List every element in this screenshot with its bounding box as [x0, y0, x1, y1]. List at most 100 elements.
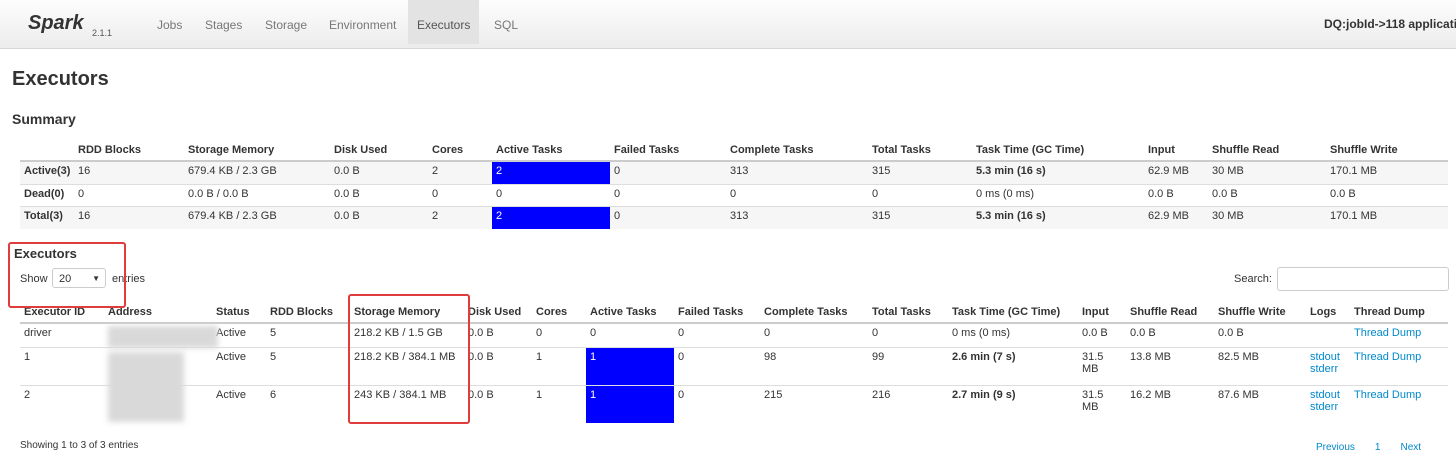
column-header[interactable]: RDD Blocks — [74, 140, 184, 162]
page-link[interactable]: 1 — [1374, 442, 1381, 453]
cell: 0.0 B — [1214, 322, 1306, 347]
column-header[interactable]: Active Tasks — [492, 140, 610, 162]
column-header[interactable]: Logs — [1306, 302, 1350, 324]
thread-dump-link[interactable]: Thread Dump — [1354, 350, 1422, 363]
column-header[interactable]: Disk Used — [464, 302, 532, 324]
nav-tab[interactable]: Storage — [265, 18, 308, 32]
cell: Active(3) — [20, 160, 74, 184]
redacted — [108, 326, 218, 348]
log-link[interactable]: stderr — [1310, 362, 1339, 375]
summary-table: RDD Blocks Storage Memory Disk Used Cores Ac… — [20, 140, 1448, 229]
cell: 2 — [428, 160, 492, 184]
navbar: Spark 2.1.1 Jobs Stages Storage Environment… — [0, 0, 1456, 49]
cell: 679.4 KB / 2.3 GB — [184, 160, 330, 184]
cell: 0.0 B — [330, 205, 428, 229]
cell: 313 — [726, 205, 868, 229]
cell: 5.3 min (16 s) — [972, 160, 1144, 184]
cell: 0.0 B — [1326, 183, 1448, 206]
cell: 30 MB — [1208, 160, 1326, 184]
column-header[interactable]: Shuffle Write — [1214, 302, 1306, 324]
cell: 13.8 MB — [1126, 346, 1214, 385]
column-header[interactable]: Failed Tasks — [674, 302, 760, 324]
column-header[interactable]: Total Tasks — [868, 140, 972, 162]
row: Total(3) 16 679.4 KB / 2.3 GB 0.0 B 2 2 0 313 31… — [20, 205, 1448, 229]
column-header[interactable]: Active Tasks — [586, 302, 674, 324]
log-link[interactable]: stderr — [1310, 400, 1339, 413]
thread-dump-link[interactable]: Thread Dump — [1354, 327, 1422, 339]
cell: 0.0 B — [1078, 322, 1126, 347]
nav-tab[interactable]: Stages — [205, 18, 243, 32]
app-title: DQ:jobId->118 applicatio — [1324, 17, 1456, 31]
cell: Active — [212, 346, 266, 385]
page-title: Executors — [12, 68, 109, 90]
cell: Thread Dump — [1350, 322, 1448, 347]
cell: Active — [212, 384, 266, 423]
cell: 170.1 MB — [1326, 160, 1448, 184]
cell: 16.2 MB — [1126, 384, 1214, 423]
cell: 0.0 B — [464, 322, 532, 347]
cell: 82.5 MB — [1214, 346, 1306, 385]
cell: driver — [20, 322, 104, 347]
cell: 0 — [532, 322, 586, 347]
cell: 5 — [266, 322, 350, 347]
column-header[interactable]: Failed Tasks — [610, 140, 726, 162]
page-link[interactable]: Previous — [1316, 442, 1355, 453]
column-header[interactable]: Thread Dump — [1350, 302, 1448, 324]
redacted — [108, 352, 184, 422]
nav-tab[interactable]: Environment — [329, 18, 397, 32]
cell: 2 — [492, 205, 610, 229]
footer: Showing 1 to 3 of 3 entries — [20, 440, 139, 451]
column-header[interactable]: Task Time (GC Time) — [972, 140, 1144, 162]
column-header[interactable]: Storage Memory — [184, 140, 330, 162]
column-header[interactable]: Complete Tasks — [726, 140, 868, 162]
row: Active(3) 16 679.4 KB / 2.3 GB 0.0 B 2 2 0 313 3… — [20, 160, 1448, 184]
cell: 679.4 KB / 2.3 GB — [184, 205, 330, 229]
column-header[interactable]: Shuffle Read — [1126, 302, 1214, 324]
cell: 215 — [760, 384, 868, 423]
page-size-select[interactable]: 20 ▼ — [52, 268, 106, 288]
cell: 0 — [492, 183, 610, 206]
show-label: Show — [20, 273, 48, 285]
nav-tab[interactable]: SQL — [494, 18, 519, 32]
page-size: 20 — [59, 273, 72, 285]
page-link[interactable]: Next — [1400, 442, 1422, 453]
log-link[interactable]: stdout — [1310, 350, 1340, 363]
cell: 0 — [610, 160, 726, 184]
column-header[interactable]: Complete Tasks — [760, 302, 868, 324]
column-header[interactable]: Task Time (GC Time) — [948, 302, 1078, 324]
column-header[interactable]: Storage Memory — [350, 302, 464, 324]
column-header[interactable]: Total Tasks — [868, 302, 948, 324]
column-header[interactable]: Shuffle Write — [1326, 140, 1448, 162]
cell: 0.0 B — [330, 160, 428, 184]
cell: 0 — [74, 183, 184, 206]
column-header[interactable]: Shuffle Read — [1208, 140, 1326, 162]
column-header[interactable]: Cores — [532, 302, 586, 324]
cell: 2.7 min (9 s) — [948, 384, 1078, 423]
cell: 6 — [266, 384, 350, 423]
column-header[interactable]: Disk Used — [330, 140, 428, 162]
cell: Thread Dump — [1350, 346, 1448, 385]
cell: 218.2 KB / 384.1 MB — [350, 346, 464, 385]
column-header[interactable]: Input — [1144, 140, 1208, 162]
cell: 216 — [868, 384, 948, 423]
column-header[interactable]: Cores — [428, 140, 492, 162]
cell: 31.5 MB — [1078, 384, 1126, 423]
column-header[interactable]: Address — [104, 302, 212, 324]
cell: 0.0 B — [464, 346, 532, 385]
column-header[interactable]: Input — [1078, 302, 1126, 324]
thread-dump-link[interactable]: Thread Dump — [1354, 388, 1422, 401]
cell: 0 — [726, 183, 868, 206]
cell: 315 — [868, 205, 972, 229]
logo[interactable]: Spark — [28, 12, 84, 34]
log-link[interactable]: stdout — [1310, 388, 1340, 401]
column-header[interactable]: RDD Blocks — [266, 302, 350, 324]
column-header[interactable]: Status — [212, 302, 266, 324]
column-header[interactable]: Executor ID — [20, 302, 104, 324]
search-input[interactable] — [1277, 267, 1449, 291]
nav-tab[interactable]: Executors — [408, 0, 480, 44]
cell: 16 — [74, 160, 184, 184]
nav-tab[interactable]: Jobs — [157, 18, 183, 32]
cell: 243 KB / 384.1 MB — [350, 384, 464, 423]
